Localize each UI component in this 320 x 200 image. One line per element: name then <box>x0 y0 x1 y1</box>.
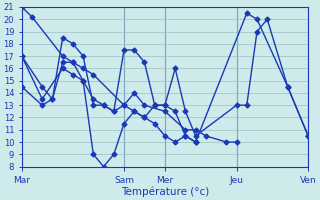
X-axis label: Température (°c): Température (°c) <box>121 186 209 197</box>
